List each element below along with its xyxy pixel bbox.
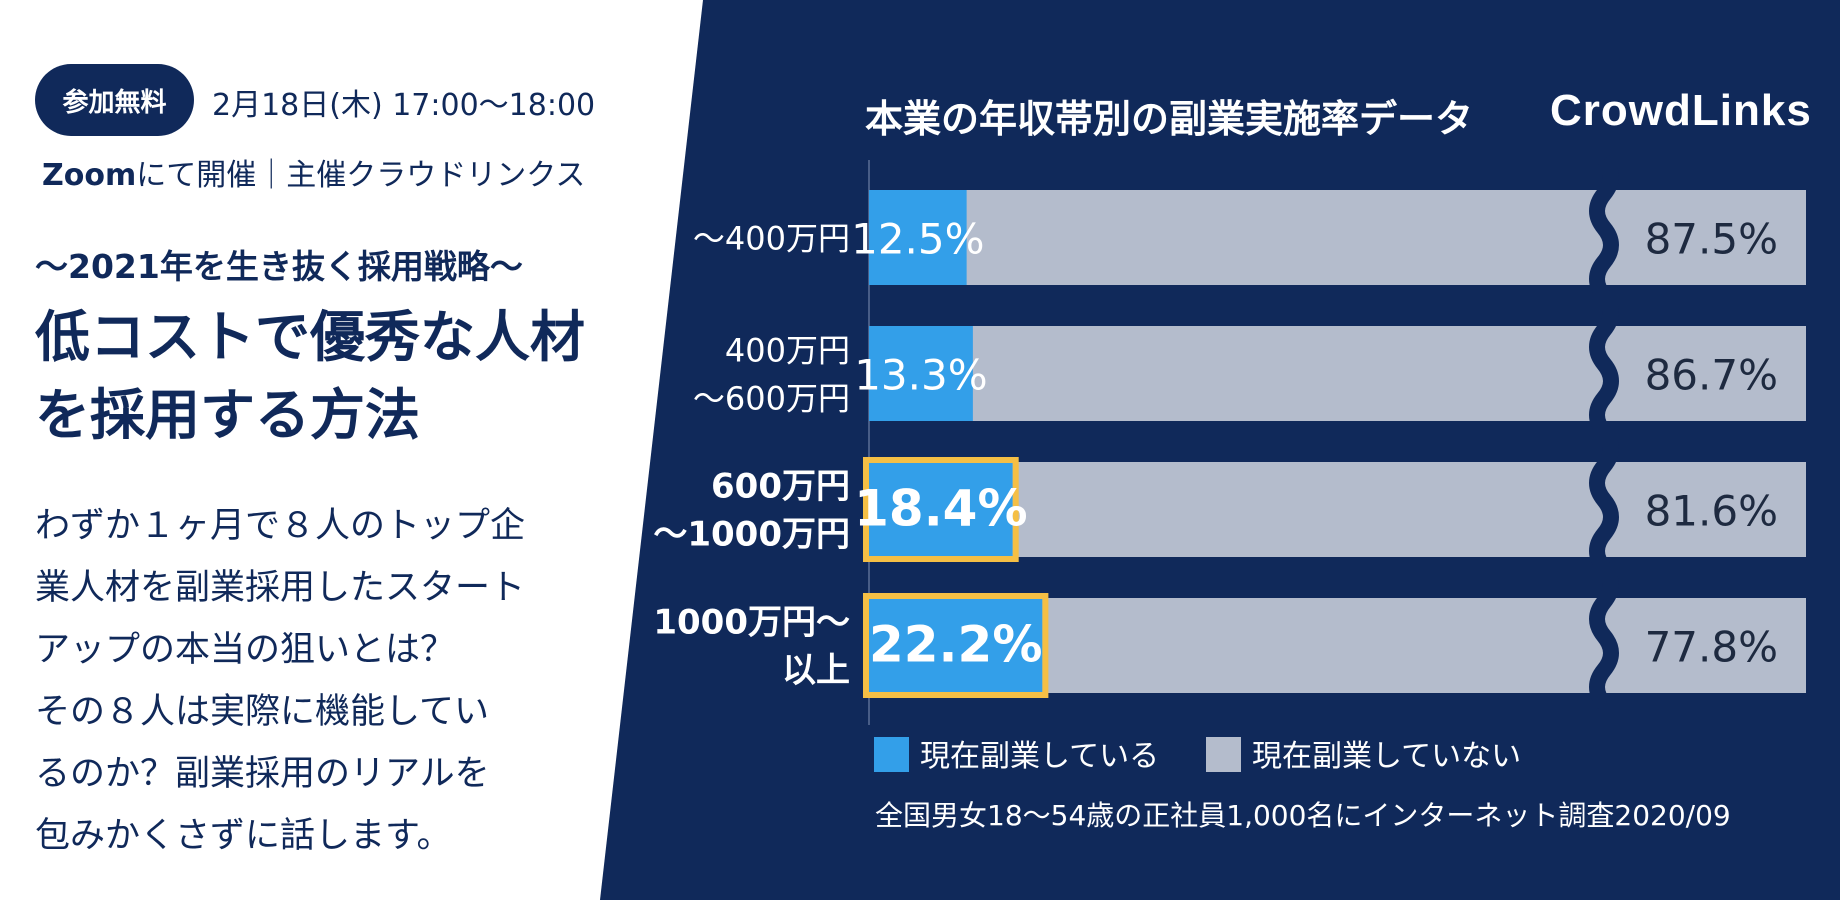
category-label: 1000万円〜: [653, 603, 850, 643]
category-label: 400万円: [725, 332, 850, 370]
event-description: わずか１ヶ月で８人のトップ企 業人材を副業採用したスタート アップの本当の狙いと…: [35, 495, 525, 867]
bar-doing: [869, 326, 973, 421]
value-label-not-doing: 81.6%: [1645, 487, 1778, 536]
bar-not-doing: [869, 462, 1806, 557]
axis-break-marker: [1589, 154, 1619, 710]
legend-swatch-not-doing: [1206, 737, 1241, 772]
crowdlinks-logo: CrowdLinks: [1550, 86, 1812, 135]
highlight-frame: [863, 593, 1049, 698]
venue-platform: Zoom: [42, 158, 137, 193]
chart-title: 本業の年収帯別の副業実施率データ: [865, 97, 1474, 141]
headline-line: 低コストで優秀な人材: [35, 305, 586, 369]
free-entry-badge: 参加無料: [35, 64, 194, 136]
legend-label-not-doing: 現在副業していない: [1252, 739, 1521, 774]
event-datetime: 2月18日(木) 17:00〜18:00: [212, 88, 596, 123]
value-label-doing: 12.5%: [851, 215, 984, 264]
category-label: 〜600万円: [693, 380, 850, 418]
category-label: 〜1000万円: [653, 515, 850, 555]
venue-organizer: にて開催｜主催クラウドリンクス: [136, 158, 586, 193]
description-line: るのか？副業採用のリアルを: [35, 754, 490, 794]
event-subtitle: 〜2021年を生き抜く採用戦略〜: [35, 247, 523, 286]
description-line: 包みかくさずに話します。: [35, 816, 452, 856]
bar-not-doing: [869, 190, 1806, 285]
bar-doing: [869, 190, 967, 285]
value-label-doing: 13.3%: [854, 351, 987, 400]
value-label-not-doing: 87.5%: [1645, 215, 1778, 264]
value-label-doing: 22.2%: [869, 616, 1042, 674]
survey-note: 全国男女18〜54歳の正社員1,000名にインターネット調査2020/09: [875, 799, 1731, 832]
category-label: 以上: [782, 651, 850, 691]
legend-swatch-doing: [874, 737, 909, 772]
event-headline: 低コストで優秀な人材 を採用する方法: [35, 298, 585, 454]
event-venue: Zoomにて開催｜主催クラウドリンクス: [42, 150, 585, 194]
value-label-doing: 18.4%: [854, 480, 1027, 538]
headline-line: を採用する方法: [35, 383, 421, 447]
category-label: 〜400万円: [693, 220, 850, 258]
category-label: 600万円: [711, 467, 850, 507]
bar-doing: [869, 598, 1043, 693]
legend-label-doing: 現在副業している: [920, 739, 1159, 774]
description-line: その８人は実際に機能してい: [35, 692, 489, 732]
highlight-frame: [863, 457, 1019, 562]
bar-doing: [869, 462, 1013, 557]
value-label-not-doing: 86.7%: [1645, 351, 1778, 400]
description-line: わずか１ヶ月で８人のトップ企: [35, 506, 526, 546]
value-label-not-doing: 77.8%: [1645, 623, 1778, 672]
description-line: アップの本当の狙いとは？: [35, 630, 456, 670]
description-line: 業人材を副業採用したスタート: [35, 568, 526, 608]
bar-not-doing: [869, 326, 1806, 421]
